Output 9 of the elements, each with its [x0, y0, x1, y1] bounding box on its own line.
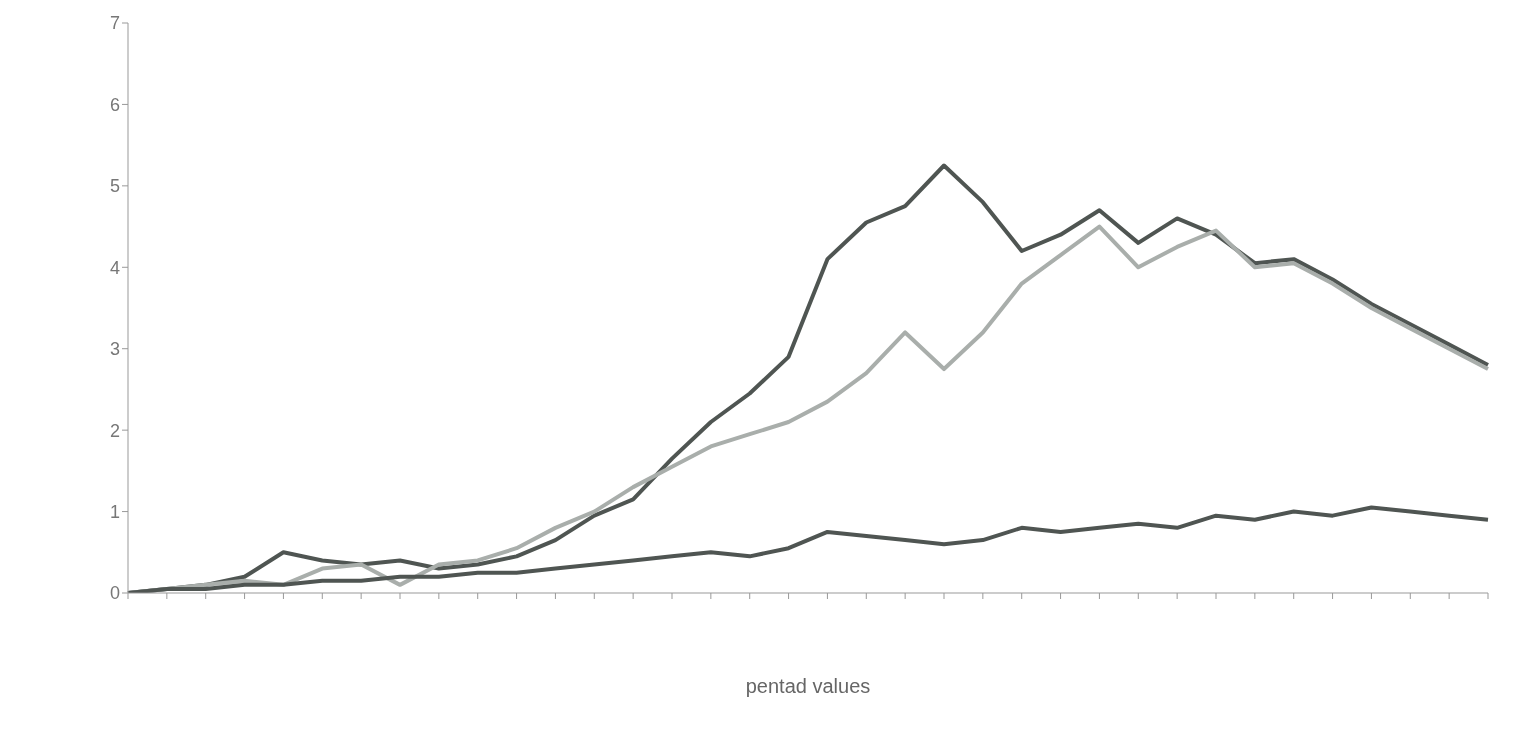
y-tick-label: 6 [109, 94, 120, 115]
y-tick-label: 7 [109, 13, 120, 34]
y-tick-label: 3 [109, 339, 120, 360]
y-tick-label: 0 [109, 583, 120, 604]
y-tick-label: 2 [109, 420, 120, 441]
y-tick-label: 4 [109, 257, 120, 278]
y-tick-label: 5 [109, 176, 120, 197]
y-tick-label: 1 [109, 501, 120, 522]
x-axis-title: pentad values [745, 675, 871, 697]
